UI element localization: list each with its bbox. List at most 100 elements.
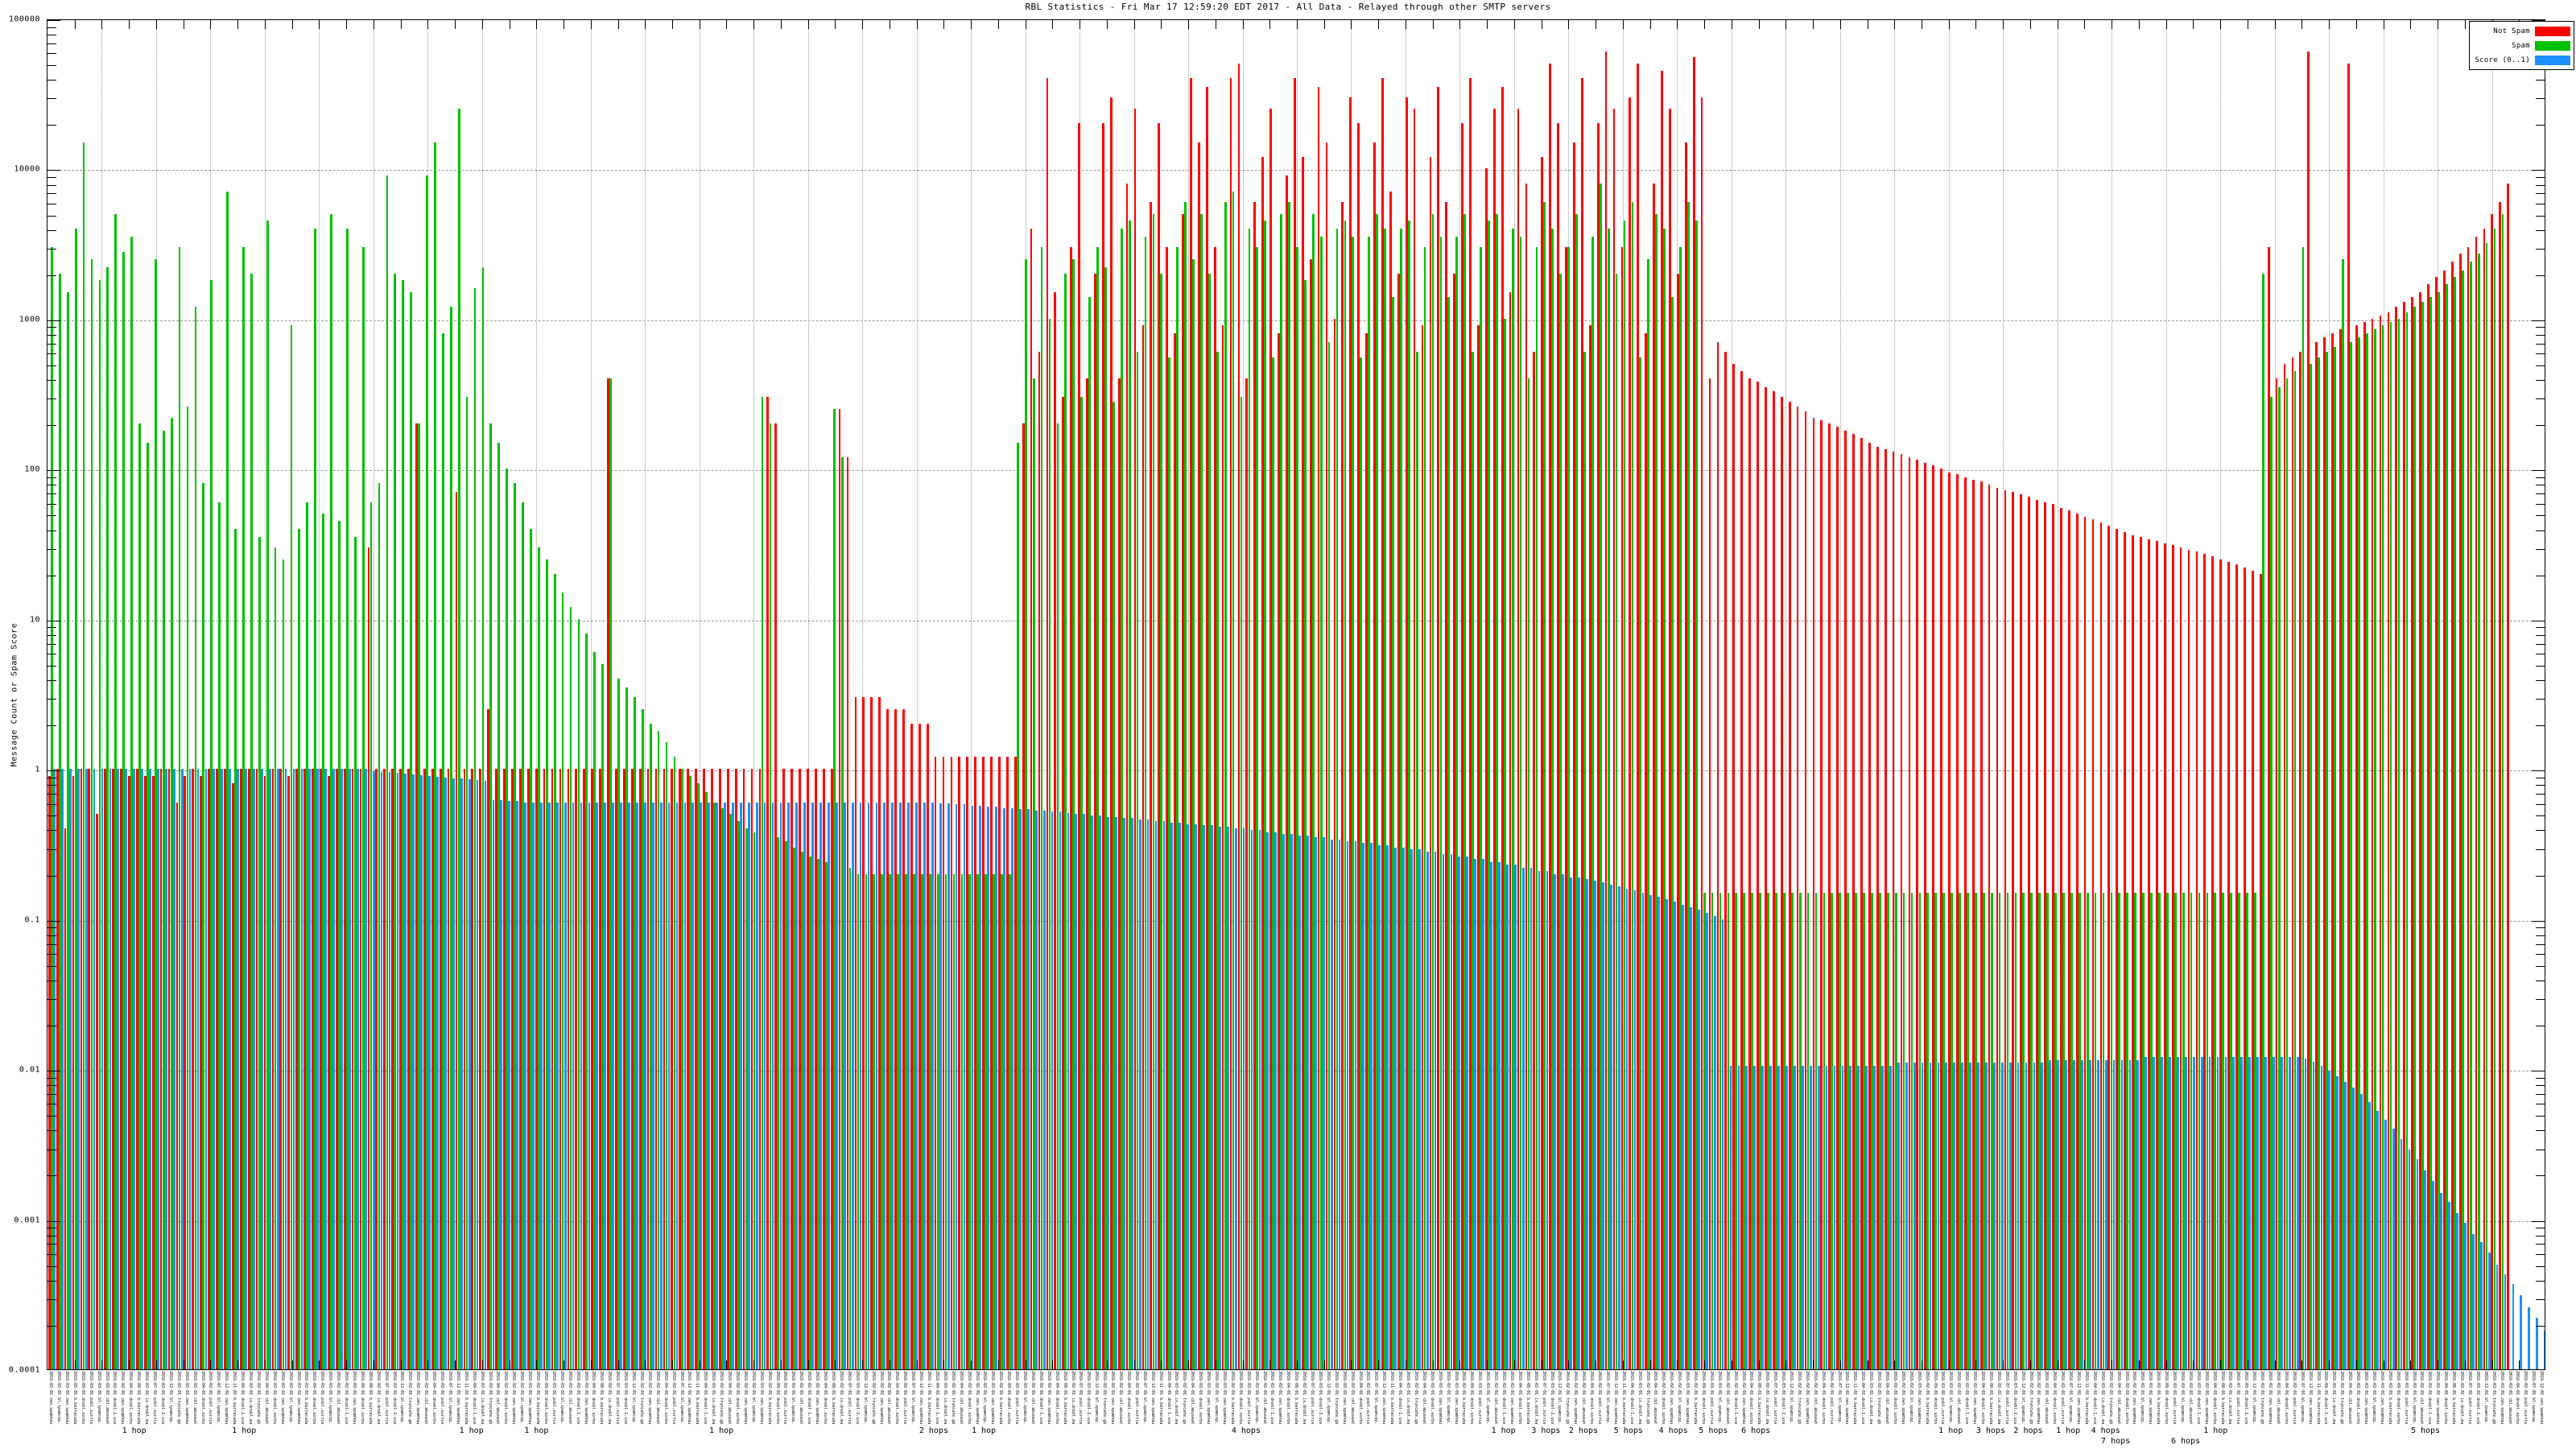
bar-score bbox=[1929, 1063, 1932, 1369]
bar-not-spam bbox=[1525, 183, 1528, 1369]
legend-swatch-spam bbox=[2535, 40, 2570, 51]
y-axis-minor-tick bbox=[47, 785, 56, 786]
bar-score bbox=[1019, 809, 1022, 1369]
y-axis-tick bbox=[2532, 770, 2545, 772]
bar-spam bbox=[1360, 357, 1363, 1369]
bar-spam bbox=[162, 430, 165, 1369]
x-axis-tick bbox=[319, 20, 320, 29]
hop-annotation: 1 hop bbox=[122, 1426, 147, 1435]
bar-score bbox=[955, 804, 958, 1369]
x-axis-tick bbox=[1433, 20, 1434, 29]
x-tick-label: 2016-02-01 truncate.gbudb.net 1 hop bbox=[950, 1371, 956, 1424]
x-tick-label: 2016-04-01 dnsbl.sorbs.net 4 hops bbox=[1517, 1371, 1522, 1424]
bar-score bbox=[1450, 854, 1453, 1369]
bar-spam bbox=[2030, 892, 2033, 1369]
x-axis-hop-annotations: 1 hop 1 hop 1 hop 1 hop 1 hop 2 hops 1 hop 4 ho… bbox=[47, 1426, 2545, 1449]
bar-spam bbox=[1296, 246, 1298, 1369]
bar-not-spam bbox=[2267, 246, 2270, 1369]
bar-spam bbox=[1871, 892, 1873, 1369]
bar-spam bbox=[1974, 892, 1977, 1369]
bar-not-spam bbox=[216, 769, 218, 1369]
x-tick-label: 2016-03-01 ix.dnsbl.manitu.net 6 hops bbox=[479, 1371, 485, 1424]
bar-not-spam bbox=[2507, 183, 2510, 1369]
bar-score bbox=[795, 802, 799, 1369]
bar-not-spam bbox=[1245, 378, 1249, 1369]
x-tick-label: 2016-04-01 dnsbl.sorbs.net 4 hops bbox=[823, 1371, 828, 1424]
bar-not-spam bbox=[2107, 525, 2111, 1369]
bar-not-spam bbox=[2275, 378, 2278, 1369]
bar-not-spam bbox=[2124, 531, 2127, 1369]
bar-score bbox=[1122, 818, 1125, 1369]
bar-spam bbox=[1088, 296, 1091, 1369]
bar-not-spam bbox=[2251, 570, 2254, 1369]
bar-not-spam bbox=[2012, 492, 2015, 1369]
bar-spam bbox=[689, 775, 692, 1369]
bar-spam bbox=[1583, 352, 1586, 1369]
x-axis-tick bbox=[1949, 20, 1950, 29]
bar-spam bbox=[1591, 237, 1594, 1369]
bar-score bbox=[1034, 810, 1038, 1369]
bar-score bbox=[1690, 906, 1692, 1369]
bar-score bbox=[2248, 1057, 2252, 1369]
x-tick-label: 2016-04-01 dnsbl-1.uceprotect.net 1 hop bbox=[2323, 1371, 2329, 1424]
legend-item-not-spam[interactable]: Not Spam bbox=[2475, 25, 2570, 37]
y-axis-minor-tick bbox=[47, 65, 56, 67]
x-axis-tick bbox=[591, 1360, 592, 1369]
bar-spam bbox=[1399, 228, 1402, 1369]
bar-spam bbox=[2301, 246, 2305, 1369]
bar-not-spam bbox=[2163, 543, 2166, 1369]
legend-item-score[interactable]: Score (0..1) bbox=[2475, 54, 2570, 66]
x-axis-tick bbox=[1351, 20, 1352, 29]
bar-not-spam bbox=[1229, 78, 1232, 1369]
x-tick-label: 2016-02-01 dnsbl-1.uceprotect.net 1 hop bbox=[807, 1371, 812, 1424]
bar-score bbox=[667, 802, 671, 1369]
x-axis-tick bbox=[2003, 20, 2004, 29]
x-tick-label: 2016-02-01 ix.dnsbl.manitu.net 1 hop bbox=[838, 1371, 844, 1424]
bar-not-spam bbox=[518, 769, 522, 1369]
bar-spam bbox=[378, 483, 381, 1369]
x-tick-label: 2016-02-01 truncate.gbudb.net 2 hops bbox=[2491, 1371, 2496, 1424]
bar-score bbox=[1042, 810, 1046, 1369]
bar-not-spam bbox=[1852, 434, 1855, 1369]
bar-not-spam bbox=[2059, 507, 2062, 1369]
bar-score bbox=[188, 769, 192, 1369]
x-axis-tick bbox=[2301, 1360, 2302, 1369]
bar-spam bbox=[2070, 892, 2073, 1369]
x-tick-label: 2016-12-01 bl.spamcop.net 1 hop bbox=[631, 1371, 637, 1424]
bar-spam bbox=[2014, 892, 2017, 1369]
bar-spam bbox=[1782, 892, 1785, 1369]
bar-not-spam bbox=[1596, 123, 1600, 1369]
bar-not-spam bbox=[200, 775, 203, 1369]
bar-spam bbox=[585, 633, 588, 1369]
bar-score bbox=[875, 802, 878, 1369]
x-tick-label: 2016-03-01 bl.spamcop.net 2 hops bbox=[1948, 1371, 1954, 1424]
bar-score bbox=[963, 804, 966, 1369]
bar-not-spam bbox=[1325, 142, 1328, 1369]
x-tick-label: 2016-04-01 dnsbl-1.uceprotect.net 1 hop bbox=[1397, 1371, 1403, 1424]
vertical-gridline bbox=[265, 20, 266, 1369]
x-axis-tick bbox=[835, 20, 836, 29]
bar-not-spam bbox=[654, 769, 658, 1369]
bar-not-spam bbox=[1046, 78, 1049, 1369]
horizontal-gridline bbox=[47, 770, 2545, 772]
x-tick-label: 2016-07-01 bl.spamcop.net 1 hop bbox=[1373, 1371, 1379, 1424]
bar-score bbox=[484, 781, 487, 1369]
bar-spam bbox=[857, 873, 860, 1369]
x-axis-tick bbox=[1052, 1360, 1053, 1369]
y-axis-minor-tick bbox=[2536, 398, 2545, 400]
bar-score bbox=[691, 802, 695, 1369]
bar-score bbox=[651, 802, 654, 1369]
bar-spam bbox=[737, 820, 740, 1369]
chart-legend: Not Spam Spam Score (0..1) bbox=[2469, 21, 2574, 70]
x-tick-label: 2016-02-01 zen.spamhaus.org 5 hops bbox=[184, 1371, 189, 1424]
bar-not-spam bbox=[535, 769, 538, 1369]
bar-not-spam bbox=[1094, 273, 1096, 1369]
legend-item-spam[interactable]: Spam bbox=[2475, 39, 2570, 52]
bar-score bbox=[1075, 814, 1078, 1369]
bar-spam bbox=[1168, 357, 1171, 1369]
bar-not-spam bbox=[2291, 357, 2294, 1369]
hop-annotation: 1 hop bbox=[232, 1426, 257, 1435]
bar-spam bbox=[1959, 892, 1961, 1369]
bar-spam bbox=[2381, 325, 2384, 1369]
bar-not-spam bbox=[1317, 87, 1320, 1369]
